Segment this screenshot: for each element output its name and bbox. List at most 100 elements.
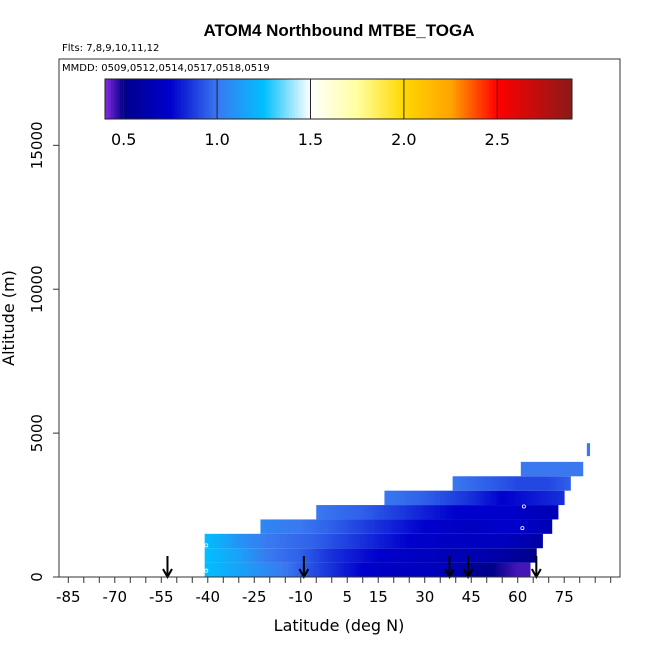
heatmap-cell bbox=[275, 562, 280, 577]
colorbar-cell bbox=[320, 79, 325, 119]
colorbar-cell bbox=[434, 79, 439, 119]
heatmap-cell bbox=[539, 490, 543, 506]
heatmap-cell bbox=[306, 519, 311, 534]
heatmap-cell bbox=[399, 533, 404, 549]
heatmap-cell bbox=[396, 490, 401, 506]
colorbar-cell bbox=[134, 79, 138, 119]
heatmap-cell bbox=[418, 562, 423, 577]
colorbar-cell bbox=[510, 79, 515, 119]
heatmap-cell bbox=[356, 533, 361, 549]
heatmap-cell bbox=[570, 461, 574, 477]
colorbar-cell bbox=[478, 79, 482, 119]
heatmap-cell bbox=[508, 490, 512, 506]
heatmap-cell bbox=[378, 533, 382, 549]
heatmap-cell bbox=[424, 505, 429, 520]
heatmap-cell bbox=[238, 562, 243, 577]
heatmap-cell bbox=[461, 476, 466, 491]
heatmap-cell bbox=[520, 533, 525, 549]
colorbar-cell bbox=[157, 79, 161, 119]
heatmap-cell bbox=[440, 519, 444, 534]
heatmap-cell bbox=[334, 548, 339, 563]
heatmap-cell bbox=[319, 548, 323, 563]
colorbar-cell bbox=[385, 79, 389, 119]
heatmap-cell bbox=[217, 562, 221, 577]
heatmap-cell bbox=[412, 533, 416, 549]
heatmap-cell bbox=[471, 476, 475, 491]
heatmap-cell bbox=[412, 490, 416, 506]
heatmap-cell bbox=[539, 476, 543, 491]
heatmap-cell bbox=[437, 505, 441, 520]
heatmap-cell bbox=[496, 562, 500, 577]
heatmap-cell bbox=[334, 519, 339, 534]
heatmap-cell bbox=[492, 562, 497, 577]
colorbar-cell bbox=[452, 79, 456, 119]
heatmap-cell bbox=[539, 533, 543, 549]
colorbar-cell bbox=[542, 79, 547, 119]
heatmap-cell bbox=[347, 505, 351, 520]
heatmap-cell bbox=[279, 519, 283, 534]
heatmap-cell bbox=[319, 562, 323, 577]
heatmap-cell bbox=[418, 505, 423, 520]
heatmap-cell bbox=[418, 490, 423, 506]
heatmap-cell bbox=[282, 533, 286, 549]
heatmap-cell bbox=[520, 505, 525, 520]
heatmap-cell bbox=[505, 548, 509, 563]
heatmap-cell bbox=[334, 562, 339, 577]
heatmap-row bbox=[204, 548, 537, 563]
heatmap-cell bbox=[434, 562, 438, 577]
colorbar-cell bbox=[195, 79, 199, 119]
heatmap-cell bbox=[257, 533, 261, 549]
colorbar-cell bbox=[212, 79, 217, 119]
heatmap-row bbox=[384, 490, 565, 506]
heatmap-cell bbox=[291, 548, 295, 563]
heatmap-cell bbox=[300, 548, 305, 563]
heatmap-cell bbox=[238, 548, 243, 563]
heatmap-cell bbox=[328, 505, 333, 520]
colorbar-cell bbox=[186, 79, 191, 119]
heatmap-cell bbox=[403, 519, 407, 534]
colorbar-cell bbox=[364, 79, 369, 119]
colorbar-cell bbox=[428, 79, 433, 119]
colorbar-cell bbox=[265, 79, 269, 119]
heatmap-cell bbox=[341, 533, 345, 549]
colorbar-cell bbox=[128, 79, 132, 119]
heatmap-cell bbox=[455, 505, 460, 520]
heatmap-cell bbox=[461, 490, 466, 506]
heatmap-cell bbox=[257, 562, 261, 577]
heatmap-cell bbox=[502, 562, 506, 577]
heatmap-cell bbox=[248, 562, 252, 577]
heatmap-cell bbox=[465, 476, 469, 491]
heatmap-cell bbox=[279, 562, 283, 577]
heatmap-cell bbox=[316, 519, 320, 534]
colorbar-cell bbox=[388, 79, 392, 119]
heatmap-cell bbox=[378, 505, 382, 520]
heatmap-cell bbox=[437, 490, 441, 506]
heatmap-cell bbox=[316, 505, 320, 520]
heatmap-cell bbox=[362, 562, 367, 577]
heatmap-cell bbox=[474, 562, 478, 577]
colorbar-cell bbox=[297, 79, 301, 119]
heatmap-cell bbox=[455, 533, 460, 549]
heatmap-row bbox=[204, 533, 543, 549]
heatmap-cell bbox=[508, 519, 512, 534]
colorbar-cell bbox=[218, 79, 223, 119]
heatmap-cell bbox=[390, 519, 395, 534]
colorbar-cell bbox=[140, 79, 144, 119]
heatmap-cell bbox=[446, 490, 450, 506]
heatmap-cell bbox=[539, 519, 543, 534]
heatmap-cell bbox=[455, 476, 460, 491]
heatmap-cell bbox=[251, 533, 255, 549]
heatmap-cell bbox=[412, 505, 416, 520]
heatmap-cell bbox=[331, 505, 336, 520]
heatmap-cell bbox=[356, 562, 361, 577]
colorbar-cell bbox=[315, 79, 319, 119]
heatmap-cell bbox=[508, 476, 512, 491]
heatmap-cell bbox=[517, 548, 522, 563]
colorbar-cell bbox=[464, 79, 468, 119]
heatmap-cell bbox=[319, 505, 323, 520]
heatmap-cell bbox=[548, 505, 553, 520]
colorbar-cell bbox=[192, 79, 196, 119]
heatmap-cell bbox=[362, 505, 367, 520]
heatmap-cell bbox=[424, 519, 429, 534]
heatmap-cell bbox=[387, 519, 392, 534]
